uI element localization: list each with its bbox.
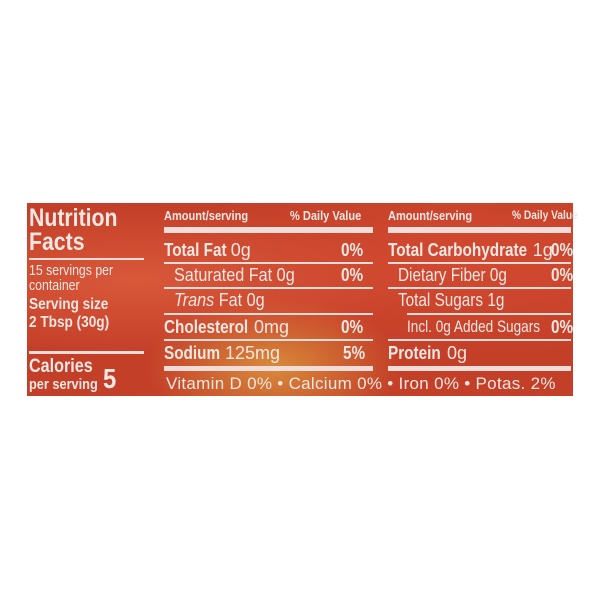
serving-size: 2 Tbsp (30g) <box>29 314 110 331</box>
title: Nutrition <box>29 204 118 232</box>
nutrient-name: Trans <box>174 290 215 310</box>
nutrient-amount: 0g <box>447 343 468 363</box>
nutrient-name: Protein <box>388 343 441 363</box>
nutrient-amount: 125mg <box>225 343 281 363</box>
nutrient-name: Cholesterol <box>164 317 249 337</box>
nutrient-dv: 0% <box>341 265 364 285</box>
divider <box>164 227 373 233</box>
divider <box>388 339 571 341</box>
per-serving: per serving <box>29 376 98 393</box>
amount-header: Amount/serving <box>388 208 473 223</box>
divider <box>164 339 373 341</box>
nutrient-amount: 1g <box>532 240 553 260</box>
divider <box>164 366 373 371</box>
divider <box>407 313 571 315</box>
calories-value: 5 <box>103 363 117 394</box>
divider <box>164 262 373 264</box>
nutrient-name: Total Carbohydrate <box>388 240 528 260</box>
divider <box>164 313 373 315</box>
divider <box>388 262 571 264</box>
servings: 15 servings per <box>29 262 114 279</box>
dv-header: % Daily Value <box>512 208 578 222</box>
nutrient-dv: 0% <box>341 240 364 260</box>
divider <box>388 366 571 371</box>
divider <box>29 258 144 260</box>
nutrient-name: Sodium <box>164 343 221 363</box>
nutrient-name: Dietary Fiber <box>398 265 486 285</box>
dv-header: % Daily Value <box>290 208 362 223</box>
divider <box>29 351 144 354</box>
nutrient-amount: 1g <box>487 290 505 310</box>
divider <box>388 287 571 289</box>
serving-size-label: Serving size <box>29 296 109 313</box>
nutrient-dv: 0% <box>551 265 574 285</box>
nutrition-facts-label: Nutrition Facts 15 servings per containe… <box>27 203 578 396</box>
nutrient-dv: 0% <box>551 240 574 260</box>
nutrient-amount: 0g <box>489 265 507 285</box>
nutrient-amount: 0g <box>230 240 251 260</box>
vitamins-minerals: Vitamin D 0% • Calcium 0% • Iron 0% • Po… <box>166 374 556 393</box>
divider <box>164 287 373 289</box>
nutrient-dv: 5% <box>343 343 366 363</box>
calories-label: Calories <box>29 356 93 377</box>
servings: container <box>29 277 80 294</box>
nutrient-name: Fat <box>218 290 243 310</box>
nutrient-name: Total Fat <box>164 240 227 260</box>
amount-header: Amount/serving <box>164 208 249 223</box>
nutrient-dv: 0% <box>341 317 364 337</box>
title: Facts <box>29 228 85 256</box>
nutrient-dv: 0% <box>551 317 574 337</box>
nutrient-name: Saturated Fat <box>174 265 273 285</box>
nutrient-amount: 0g <box>246 290 265 310</box>
nutrient-name: Incl. 0g Added Sugars <box>407 317 541 336</box>
nutrient-amount: 0g <box>276 265 295 285</box>
nutrient-amount: 0mg <box>254 317 290 337</box>
divider <box>388 227 571 233</box>
nutrient-name: Total Sugars <box>398 290 484 310</box>
